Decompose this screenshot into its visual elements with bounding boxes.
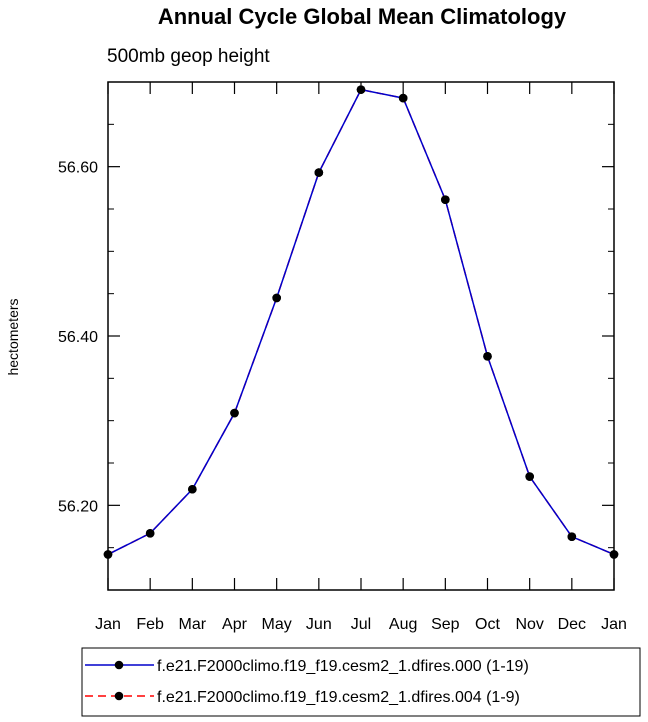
chart-title: Annual Cycle Global Mean Climatology (158, 4, 567, 29)
y-tick-label: 56.60 (58, 160, 98, 177)
data-point (230, 408, 239, 418)
chart-subtitle: 500mb geop height (107, 46, 270, 67)
legend-box (81, 647, 641, 717)
series-line (107, 88, 615, 556)
legend-marker (114, 660, 124, 670)
legend-label: f.e21.F2000climo.f19_f19.cesm2_1.dfires.… (157, 689, 520, 706)
data-point (188, 484, 197, 494)
data-point (272, 293, 281, 303)
y-tick-label: 56.40 (58, 329, 98, 346)
x-tick-label: Dec (558, 616, 586, 633)
x-tick-label: Nov (515, 616, 543, 633)
y-tick-label: 56.20 (58, 498, 98, 515)
x-tick-label: Aug (389, 616, 417, 633)
data-point (483, 352, 492, 361)
x-tick-label: Jul (351, 616, 371, 633)
x-tick-label: Mar (179, 616, 207, 633)
x-tick-label: Jan (95, 616, 121, 633)
series-line (107, 88, 615, 556)
x-tick-label: Oct (475, 616, 500, 633)
data-point (525, 472, 534, 481)
data-point (567, 532, 577, 541)
data-point (314, 168, 324, 177)
plot-frame (107, 81, 615, 591)
data-point (356, 85, 366, 94)
axis-ticks: Jan Feb Mar Apr May Jun Jul Aug Sep Oct Nov Dec Jan 5… (58, 82, 627, 633)
x-tick-label: Feb (136, 616, 164, 633)
x-tick-label: Jun (306, 616, 332, 633)
legend: f.e21.F2000climo.f19_f19.cesm2_1.dfires.… (81, 647, 641, 717)
x-tick-label: Jan (601, 616, 627, 633)
x-tick-label: May (262, 616, 292, 633)
y-axis-label: hectometers (5, 298, 21, 375)
x-tick-label: Apr (222, 616, 248, 633)
legend-label: f.e21.F2000climo.f19_f19.cesm2_1.dfires.… (157, 658, 529, 675)
data-point (145, 528, 155, 538)
legend-marker (114, 691, 124, 701)
data-point (441, 195, 450, 204)
data-point (398, 93, 408, 103)
series-group (103, 85, 619, 559)
x-tick-label: Sep (431, 616, 460, 633)
